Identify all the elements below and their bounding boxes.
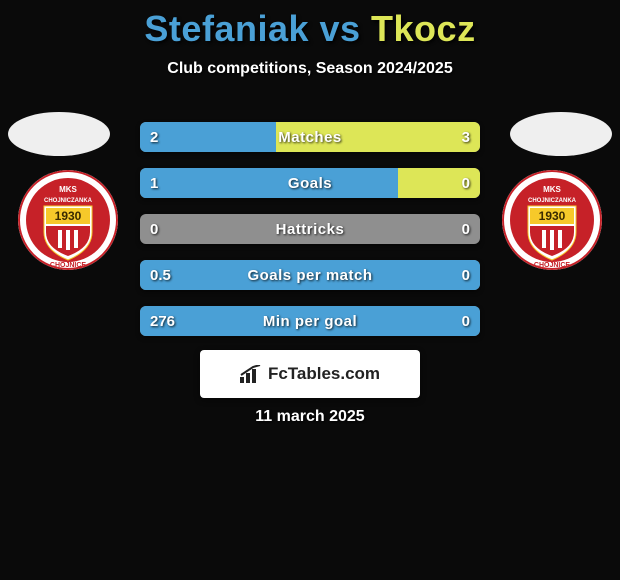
stat-row: 1Goals0 (140, 168, 480, 198)
stat-right-value: 0 (452, 168, 480, 198)
branding-text: FcTables.com (268, 364, 380, 384)
stat-right-value: 0 (452, 260, 480, 290)
stats-bars-container: 2Matches31Goals00Hattricks00.5Goals per … (140, 122, 480, 352)
stat-label: Matches (140, 122, 480, 152)
svg-text:CHOJNICZANKA: CHOJNICZANKA (528, 198, 577, 204)
comparison-title: Stefaniak vs Tkocz (0, 0, 620, 50)
chart-icon (240, 365, 262, 383)
title-vs: vs (309, 8, 371, 49)
svg-text:1930: 1930 (55, 209, 82, 223)
branding-badge[interactable]: FcTables.com (200, 350, 420, 398)
stat-label: Goals (140, 168, 480, 198)
stat-row: 0.5Goals per match0 (140, 260, 480, 290)
player-right-avatar (510, 112, 612, 156)
svg-text:1930: 1930 (539, 209, 566, 223)
svg-text:MKS: MKS (543, 185, 561, 194)
svg-text:MKS: MKS (59, 185, 77, 194)
stat-right-value: 0 (452, 306, 480, 336)
stat-right-value: 3 (452, 122, 480, 152)
stat-row: 2Matches3 (140, 122, 480, 152)
stat-label: Goals per match (140, 260, 480, 290)
date-text: 11 march 2025 (0, 408, 620, 426)
club-badge-left: 1930 MKS CHOJNICZANKA CHOJNICE (18, 170, 118, 270)
player-left-name: Stefaniak (144, 8, 309, 49)
svg-text:CHOJNICE: CHOJNICE (534, 262, 571, 269)
player-left-avatar (8, 112, 110, 156)
svg-text:CHOJNICE: CHOJNICE (50, 262, 87, 269)
club-badge-right: 1930 MKS CHOJNICZANKA CHOJNICE (502, 170, 602, 270)
stat-right-value: 0 (452, 214, 480, 244)
club-crest-svg: 1930 MKS CHOJNICZANKA CHOJNICE (18, 170, 118, 270)
stat-label: Hattricks (140, 214, 480, 244)
svg-text:CHOJNICZANKA: CHOJNICZANKA (44, 198, 93, 204)
stat-row: 0Hattricks0 (140, 214, 480, 244)
stat-label: Min per goal (140, 306, 480, 336)
player-right-name: Tkocz (371, 8, 476, 49)
subtitle: Club competitions, Season 2024/2025 (0, 60, 620, 78)
club-crest-svg: 1930 MKS CHOJNICZANKA CHOJNICE (502, 170, 602, 270)
stat-row: 276Min per goal0 (140, 306, 480, 336)
